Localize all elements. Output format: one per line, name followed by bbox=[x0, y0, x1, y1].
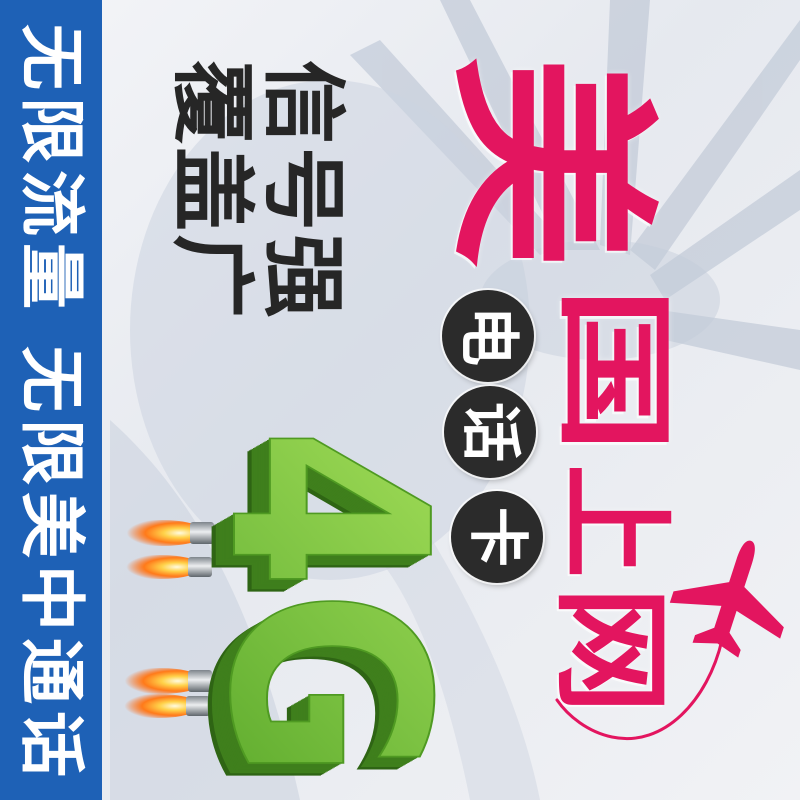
statue-robe-fold bbox=[380, 520, 540, 800]
statue-face bbox=[130, 80, 530, 580]
feature-line-coverage: 覆盖广 bbox=[163, 60, 261, 322]
badge-circle: 卡 bbox=[451, 491, 543, 583]
headline-char-2: 国 bbox=[545, 286, 683, 454]
sidebar-slogan: 无限流量 无限美中通话 bbox=[13, 24, 90, 784]
badge-char: 话 bbox=[455, 402, 525, 462]
feature-line-signal: 信号强 bbox=[254, 60, 352, 322]
badge-circle: 话 bbox=[444, 386, 536, 478]
badge-char: 卡 bbox=[462, 507, 532, 567]
sidebar-banner: 无限流量 无限美中通话 bbox=[0, 0, 102, 800]
headline-char-1: 美 bbox=[426, 56, 673, 268]
headline-char-3: 上 bbox=[548, 463, 681, 578]
badge-char: 电 bbox=[453, 306, 523, 366]
badge-circle: 电 bbox=[442, 290, 534, 382]
statue-crown-band bbox=[480, 240, 720, 360]
statue-crown-spikes bbox=[350, 0, 800, 370]
headline-char-4: 网 bbox=[542, 586, 680, 714]
feature-text: 信号强 覆盖广 bbox=[163, 60, 352, 350]
